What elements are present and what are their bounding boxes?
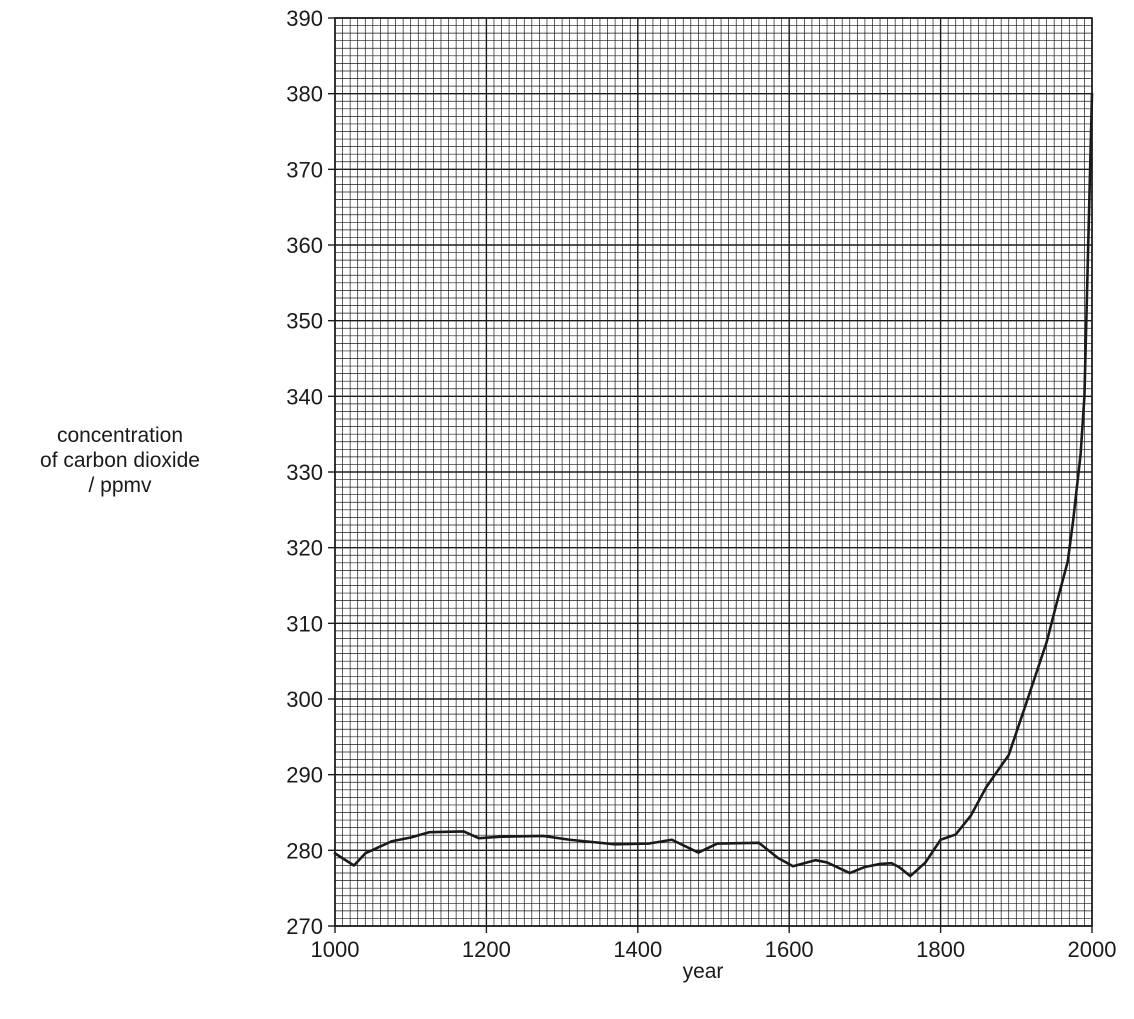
x-tick-labels: 1000 1200 1400 1600 1800 2000 (311, 926, 1117, 962)
major-gridlines (334, 17, 1093, 927)
y-tick-labels: 270 280 290 300 310 320 330 340 350 360 370 380 390 (286, 6, 335, 939)
y-axis-label: concentration of carbon dioxide / ppmv (0, 423, 240, 498)
y-tick-label: 320 (286, 536, 323, 561)
x-tick-label: 1200 (462, 937, 511, 962)
y-tick-label: 290 (286, 763, 323, 788)
x-tick-label: 1600 (765, 937, 814, 962)
y-tick-label: 340 (286, 384, 323, 409)
x-tick-label: 2000 (1068, 937, 1117, 962)
y-tick-label: 360 (286, 233, 323, 258)
y-tick-label: 390 (286, 6, 323, 31)
co2-concentration-line (333, 92, 1094, 878)
x-tick-label: 1800 (916, 937, 965, 962)
y-axis-label-line-3: / ppmv (88, 474, 152, 497)
y-tick-label: 330 (286, 460, 323, 485)
y-axis-label-line-2: of carbon dioxide (40, 449, 200, 472)
y-tick-label: 270 (286, 914, 323, 939)
y-tick-label: 300 (286, 687, 323, 712)
y-axis-label-line-1: concentration (56, 424, 184, 447)
y-tick-label: 350 (286, 309, 323, 334)
y-tick-label: 280 (286, 838, 323, 863)
y-tick-label: 380 (286, 82, 323, 107)
x-tick-label: 1000 (311, 937, 360, 962)
y-tick-label: 310 (286, 611, 323, 636)
y-tick-label: 370 (286, 157, 323, 182)
x-axis-label: year (682, 960, 724, 983)
x-tick-label: 1400 (613, 937, 662, 962)
